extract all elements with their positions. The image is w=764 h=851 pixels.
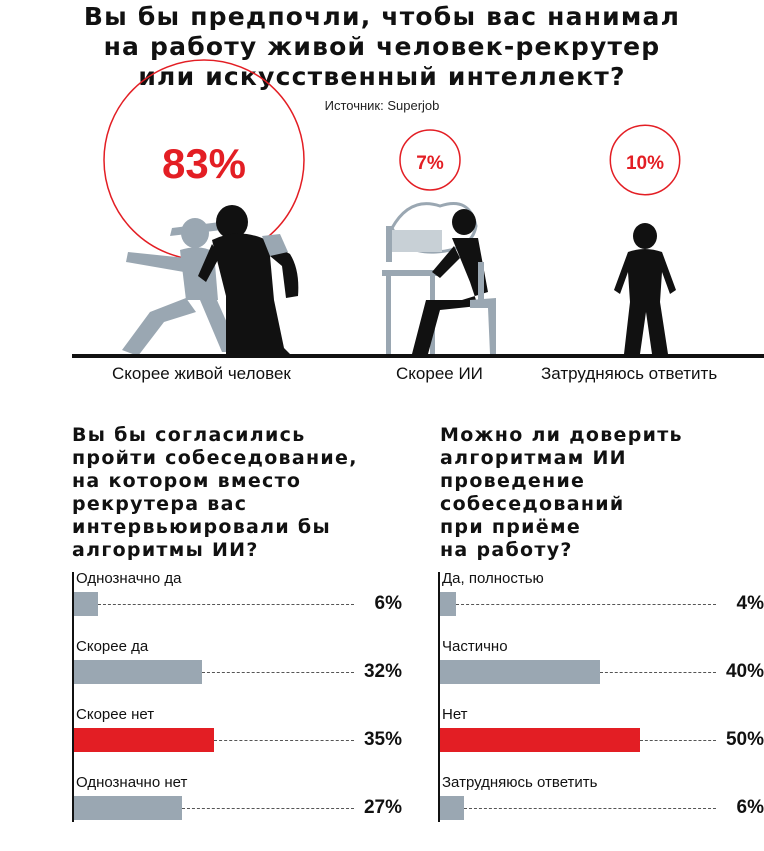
bar-label: Да, полностью: [442, 570, 544, 587]
bar-leader-line: [456, 604, 716, 605]
question-line: Вы бы согласились: [72, 424, 306, 446]
value-circle: [609, 124, 681, 196]
main-title: Вы бы предпочли, чтобы вас нанимал на ра…: [0, 2, 764, 92]
value-label: 27%: [363, 797, 402, 818]
question-line: проведение: [440, 470, 586, 492]
question-line: собеседований: [440, 493, 625, 515]
question-line: алгоритмы ИИ?: [72, 539, 259, 561]
bar: [440, 728, 640, 752]
standing-person-icon: [614, 223, 676, 354]
value-label: 40%: [725, 661, 764, 682]
bar-axis: [72, 572, 74, 822]
question-title: Можно ли доверить алгоритмам ИИ проведен…: [440, 424, 683, 562]
bar-leader-line: [182, 808, 354, 809]
bar: [440, 660, 600, 684]
value-label: 6%: [736, 797, 764, 818]
bar: [440, 592, 456, 616]
bar-leader-line: [464, 808, 716, 809]
question-line: при приёме: [440, 516, 581, 538]
value-label: 35%: [363, 729, 402, 750]
title-line: Вы бы предпочли, чтобы вас нанимал: [83, 2, 681, 31]
bar-leader-line: [600, 672, 716, 673]
question-line: на работу?: [440, 539, 573, 561]
bar-leader-line: [98, 604, 354, 605]
bar: [74, 796, 182, 820]
value-label: 50%: [725, 729, 764, 750]
bar-axis: [438, 572, 440, 822]
bar-label: Однозначно да: [76, 570, 182, 587]
bar-leader-line: [640, 740, 716, 741]
bar-label: Скорее нет: [76, 706, 155, 723]
bar: [440, 796, 464, 820]
person-at-computer-icon: [382, 202, 496, 354]
question-line: пройти собеседование,: [72, 447, 358, 469]
category-label: Скорее ИИ: [396, 364, 483, 383]
bar-label: Частично: [442, 638, 508, 655]
bar: [74, 592, 98, 616]
source-note: Источник: Superjob: [324, 98, 440, 113]
value-label: 32%: [363, 661, 402, 682]
question-title: Вы бы согласились пройти собеседование, …: [72, 424, 358, 562]
bar: [74, 660, 202, 684]
bar-leader-line: [214, 740, 354, 741]
question-line: рекрутера вас: [72, 493, 248, 515]
bar-label: Однозначно нет: [76, 774, 188, 791]
title-line: на работу живой человек-рекрутер: [103, 32, 661, 61]
top-chart: 83% 7% 10%: [72, 59, 764, 358]
baseline: [72, 354, 764, 358]
question-line: алгоритмам ИИ: [440, 447, 627, 469]
question-line: Можно ли доверить: [440, 424, 683, 446]
value-label: 10%: [626, 153, 664, 174]
question-line: на котором вместо: [72, 470, 302, 492]
bar-label: Нет: [442, 706, 468, 723]
title-line: или искусственный интеллект?: [138, 62, 626, 91]
value-circle: [399, 129, 461, 191]
bar-label: Затрудняюсь ответить: [442, 774, 598, 791]
value-label: 83%: [162, 140, 246, 187]
category-label: Скорее живой человек: [112, 364, 291, 383]
value-label: 4%: [736, 593, 764, 614]
human-recruiter-figures-icon: [122, 205, 299, 356]
bar: [74, 728, 214, 752]
category-label: Затрудняюсь ответить: [541, 364, 718, 383]
value-label: 6%: [374, 593, 402, 614]
value-label: 7%: [416, 153, 444, 174]
bar-leader-line: [202, 672, 354, 673]
bar-label: Скорее да: [76, 638, 149, 655]
question-line: интервьюировали бы: [72, 516, 331, 538]
